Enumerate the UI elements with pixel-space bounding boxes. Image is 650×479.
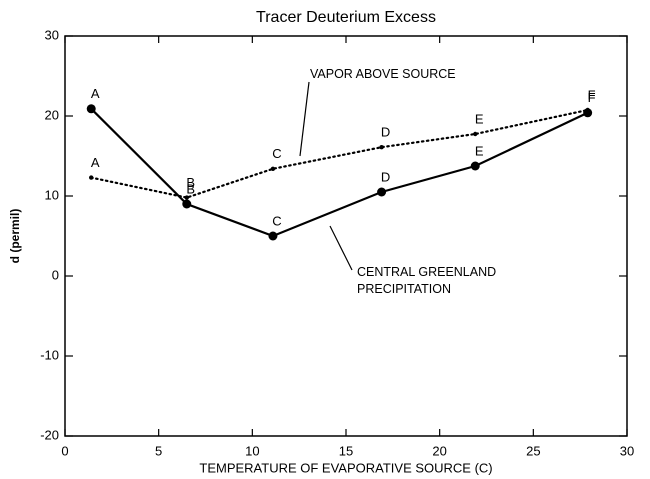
x-tick-label: 20 [432, 443, 446, 458]
point-label: A [91, 86, 100, 101]
leader-line [329, 225, 353, 271]
marker [184, 195, 189, 200]
x-tick-label: 5 [155, 443, 162, 458]
y-axis-label: d (permil) [8, 209, 22, 264]
point-label: C [272, 146, 281, 161]
marker [268, 231, 278, 241]
marker [270, 166, 276, 171]
marker [473, 131, 478, 137]
marker [182, 199, 192, 209]
point-label: B [186, 175, 195, 190]
x-tick-label: 30 [620, 443, 634, 458]
point-label: F [588, 87, 596, 102]
y-tick-label: -20 [40, 427, 59, 442]
leader-line [299, 81, 310, 157]
line [90, 107, 589, 238]
y-tick-label: 10 [45, 187, 59, 202]
point-label: A [91, 155, 100, 170]
x-tick-label: 15 [339, 443, 353, 458]
point-label: D [381, 125, 390, 140]
line [90, 108, 589, 199]
y-tick-label: 0 [52, 267, 59, 282]
marker [89, 175, 94, 180]
marker [86, 104, 96, 114]
point-label: E [475, 111, 484, 126]
point-label: C [272, 213, 281, 228]
chart-title: Tracer Deuterium Excess [256, 9, 436, 26]
marker [377, 187, 387, 197]
point-label: B [186, 181, 195, 196]
series-label: CENTRAL GREENLAND PRECIPITATION [357, 265, 497, 296]
y-tick-label: 30 [45, 27, 59, 42]
marker [470, 161, 480, 171]
y-tick-label: -10 [40, 347, 59, 362]
point-label: F [588, 90, 596, 105]
marker [585, 107, 590, 113]
point-label: E [475, 143, 484, 158]
x-tick-label: 10 [245, 443, 259, 458]
x-axis-label: TEMPERATURE OF EVAPORATIVE SOURCE (C) [199, 460, 492, 475]
plot-frame [64, 35, 628, 437]
point-label: D [381, 169, 390, 184]
x-tick-label: 0 [61, 443, 68, 458]
x-tick-label: 25 [526, 443, 540, 458]
marker [379, 145, 384, 150]
series-label: VAPOR ABOVE SOURCE [310, 67, 456, 81]
y-tick-label: 20 [45, 107, 59, 122]
